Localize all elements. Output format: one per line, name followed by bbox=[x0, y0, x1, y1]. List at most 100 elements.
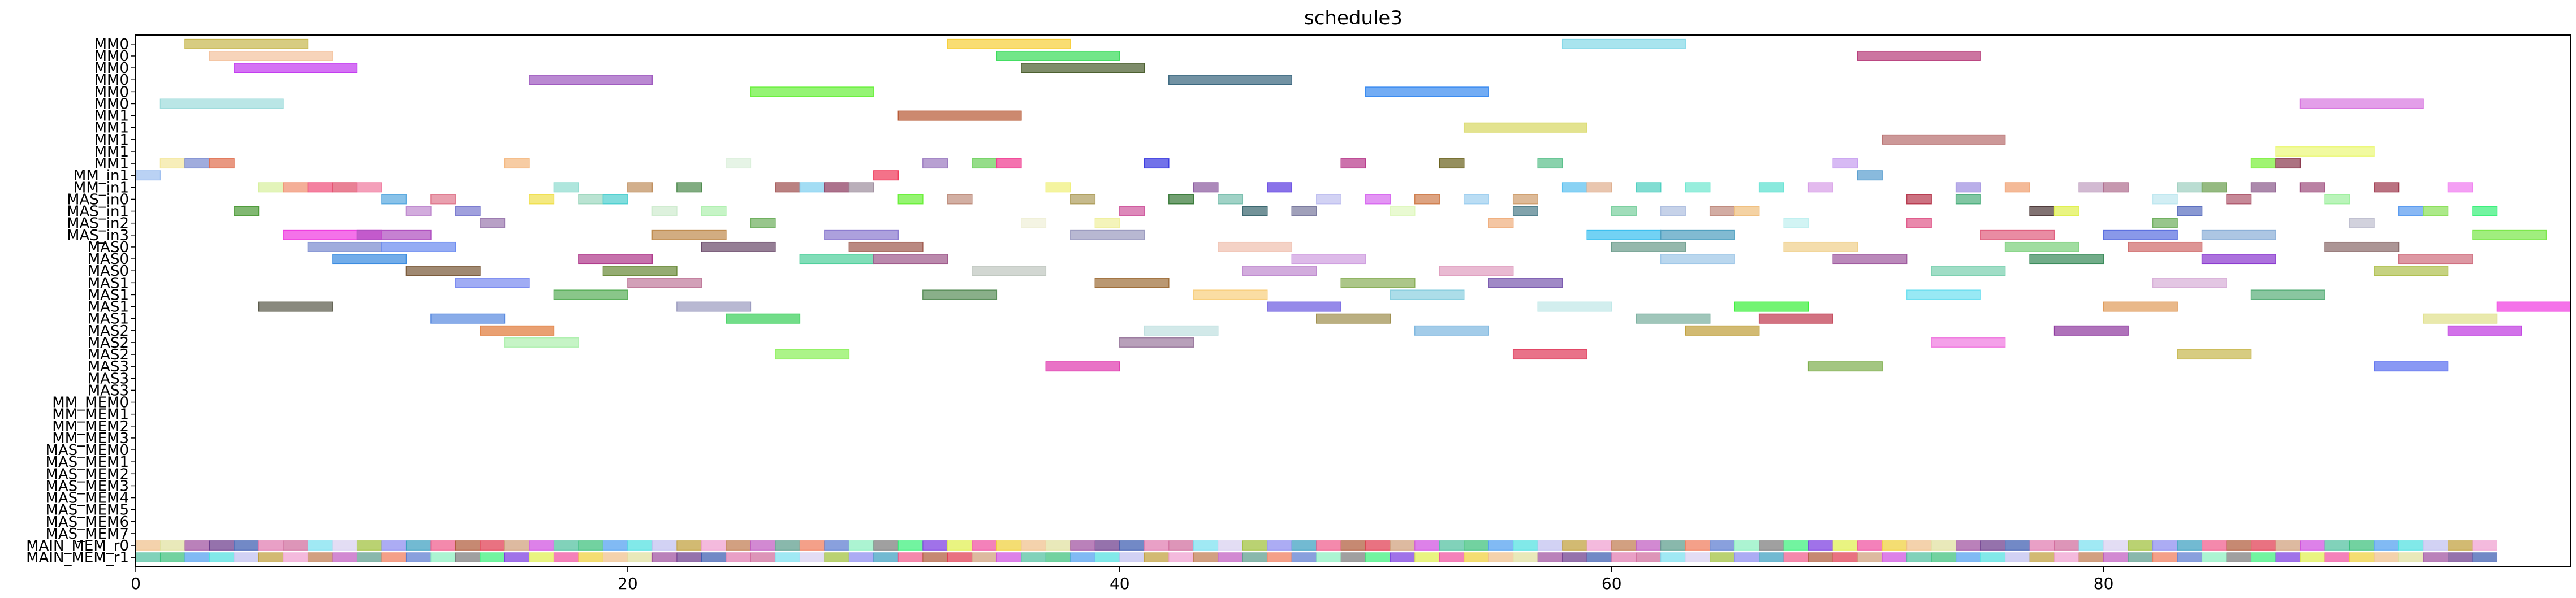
task-bar bbox=[2324, 194, 2350, 205]
task-bar bbox=[651, 229, 727, 240]
task-bar bbox=[922, 158, 948, 169]
y-tick-label: MAS1 bbox=[88, 299, 129, 316]
task-bar bbox=[1709, 206, 1735, 216]
memory-slot-bar bbox=[1882, 540, 1908, 551]
memory-slot-bar bbox=[1070, 552, 1095, 562]
y-tick-label: MAS_in2 bbox=[67, 215, 129, 232]
task-bar bbox=[553, 289, 628, 300]
memory-slot-bar bbox=[2472, 540, 2498, 551]
memory-slot-bar bbox=[602, 540, 628, 551]
memory-slot-bar bbox=[1783, 552, 1809, 562]
memory-slot-bar bbox=[1119, 552, 1145, 562]
task-bar bbox=[1512, 194, 1538, 205]
task-bar bbox=[2299, 98, 2424, 109]
memory-slot-bar bbox=[651, 552, 678, 562]
task-bar bbox=[2201, 182, 2227, 193]
memory-slot-bar bbox=[1291, 552, 1317, 562]
task-bar bbox=[258, 301, 333, 312]
task-bar bbox=[1980, 229, 2055, 240]
task-bar bbox=[1685, 325, 1760, 336]
memory-slot-bar bbox=[2054, 552, 2079, 562]
y-tick-label: MM_MEM0 bbox=[52, 395, 129, 411]
memory-slot-bar bbox=[2005, 552, 2030, 562]
memory-slot-bar bbox=[2324, 552, 2350, 562]
memory-slot-bar bbox=[529, 540, 554, 551]
task-bar bbox=[356, 229, 432, 240]
task-bar bbox=[1242, 266, 1317, 276]
task-bar bbox=[356, 182, 382, 193]
y-tick-label: MM0 bbox=[94, 72, 129, 89]
task-bar bbox=[2250, 289, 2325, 300]
memory-slot-bar bbox=[1390, 540, 1416, 551]
y-tick-label: MM1 bbox=[94, 132, 129, 149]
memory-slot-bar bbox=[1144, 552, 1170, 562]
memory-slot-bar bbox=[2029, 540, 2055, 551]
task-bar bbox=[972, 158, 998, 169]
memory-slot-bar bbox=[750, 540, 776, 551]
memory-slot-bar bbox=[1759, 552, 1784, 562]
task-bar bbox=[701, 241, 776, 252]
memory-slot-bar bbox=[1340, 540, 1366, 551]
memory-slot-bar bbox=[799, 552, 825, 562]
memory-slot-bar bbox=[135, 552, 161, 562]
task-bar bbox=[2177, 182, 2203, 193]
task-bar bbox=[1439, 158, 1465, 169]
memory-slot-bar bbox=[234, 552, 259, 562]
task-bar bbox=[2472, 206, 2498, 216]
memory-slot-bar bbox=[2448, 540, 2473, 551]
memory-slot-bar bbox=[504, 540, 530, 551]
memory-slot-bar bbox=[480, 540, 505, 551]
task-bar bbox=[2152, 194, 2178, 205]
memory-slot-bar bbox=[1316, 540, 1341, 551]
memory-slot-bar bbox=[1808, 552, 1833, 562]
task-bar bbox=[307, 241, 382, 252]
task-bar bbox=[234, 63, 358, 73]
x-tick-label: 60 bbox=[1602, 574, 1622, 593]
task-bar bbox=[1931, 337, 2006, 348]
memory-slot-bar bbox=[2128, 552, 2154, 562]
memory-slot-bar bbox=[332, 540, 357, 551]
y-tick-label: MAS0 bbox=[88, 239, 129, 256]
task-bar bbox=[1660, 229, 1735, 240]
memory-slot-bar bbox=[2251, 552, 2276, 562]
memory-slot-bar bbox=[2349, 552, 2375, 562]
task-bar bbox=[307, 182, 333, 193]
task-bar bbox=[775, 349, 850, 360]
task-bar bbox=[627, 278, 702, 288]
memory-slot-bar bbox=[553, 552, 579, 562]
task-bar bbox=[258, 182, 284, 193]
task-bar bbox=[2004, 182, 2030, 193]
memory-slot-bar bbox=[897, 540, 924, 551]
task-bar bbox=[1512, 206, 1538, 216]
memory-slot-bar bbox=[848, 540, 874, 551]
task-bar bbox=[1439, 266, 1514, 276]
memory-slot-bar bbox=[947, 552, 973, 562]
memory-slot-bar bbox=[1439, 552, 1465, 562]
task-bar bbox=[209, 50, 333, 61]
memory-slot-bar bbox=[2300, 540, 2325, 551]
memory-slot-bar bbox=[2423, 552, 2449, 562]
memory-slot-bar bbox=[1464, 552, 1489, 562]
memory-slot-bar bbox=[209, 540, 235, 551]
task-bar bbox=[1807, 361, 1883, 372]
memory-slot-bar bbox=[1218, 540, 1243, 551]
task-bar bbox=[2177, 206, 2203, 216]
task-bar bbox=[1758, 182, 1784, 193]
memory-slot-bar bbox=[2078, 540, 2104, 551]
task-bar bbox=[405, 206, 432, 216]
memory-slot-bar bbox=[873, 552, 899, 562]
y-tick-label: MM1 bbox=[94, 120, 129, 137]
y-tick-label: MAS_MEM1 bbox=[45, 454, 129, 471]
memory-slot-bar bbox=[1365, 540, 1391, 551]
task-bar bbox=[897, 110, 1022, 121]
memory-slot-bar bbox=[676, 540, 702, 551]
memory-slot-bar bbox=[2374, 540, 2400, 551]
task-bar bbox=[824, 229, 899, 240]
task-bar bbox=[1316, 313, 1391, 324]
task-bar bbox=[996, 158, 1022, 169]
task-bar bbox=[1119, 337, 1194, 348]
memory-slot-bar bbox=[159, 540, 185, 551]
memory-slot-bar bbox=[1267, 540, 1292, 551]
memory-slot-bar bbox=[1931, 540, 1957, 551]
memory-slot-bar bbox=[1291, 540, 1317, 551]
